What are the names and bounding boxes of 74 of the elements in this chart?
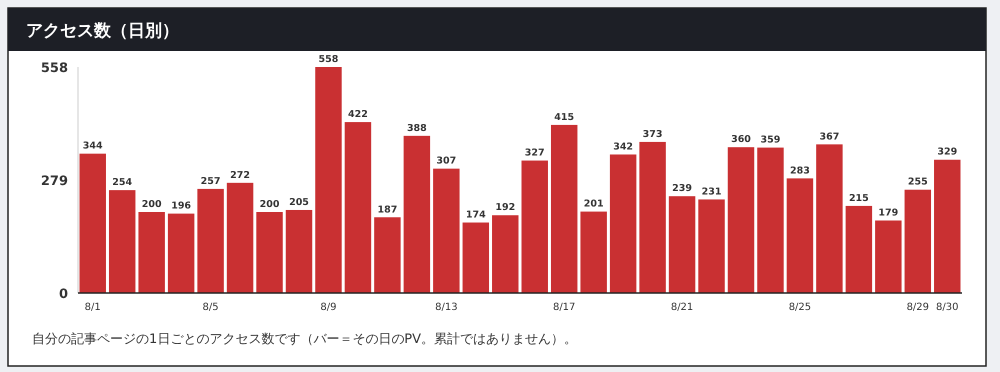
bar [875,220,902,293]
bar [138,212,165,293]
data-label: 205 [289,196,309,208]
data-label: 200 [260,198,280,210]
data-label: 239 [672,183,692,194]
bar [698,199,725,293]
data-label: 192 [495,202,516,214]
bar [404,136,430,293]
bar [580,212,607,293]
bar [315,67,342,293]
data-label: 367 [819,131,840,142]
bar [668,196,696,293]
data-label: 360 [731,134,752,146]
data-label: 201 [584,198,604,210]
y-tick-label: 279 [40,174,68,189]
data-label: 196 [171,200,192,212]
data-label: 415 [554,112,574,123]
data-label: 307 [436,156,456,167]
bar [492,215,518,293]
bar [728,147,754,293]
bar [168,214,194,293]
data-label: 359 [760,134,780,146]
x-tick-label: 8/30 [936,302,958,313]
y-tick-label: 558 [40,61,68,76]
data-label: 558 [318,54,339,65]
data-label: 344 [82,140,104,152]
data-label: 187 [377,204,398,216]
bar [256,212,283,293]
bar [757,148,784,293]
bar [846,206,872,293]
data-label: 255 [908,176,928,188]
bar [344,122,372,293]
bar [197,188,224,293]
bar [522,160,548,293]
data-label: 200 [142,198,162,210]
bar [934,160,960,293]
data-label: 272 [230,170,250,181]
data-label: 329 [937,146,958,158]
data-label: 373 [642,128,663,140]
bar [786,178,814,293]
x-tick-label: 8/1 [84,302,101,313]
data-label: 257 [200,176,221,187]
bar [374,217,401,293]
data-label: 254 [112,177,132,188]
data-label: 388 [406,122,428,134]
data-label: 174 [466,210,486,221]
data-label: 327 [524,148,545,159]
bar [462,222,490,293]
x-tick-label: 8/5 [202,302,219,313]
bar [610,154,636,293]
x-tick-label: 8/25 [788,302,812,313]
data-label: 342 [613,141,634,152]
data-label: 422 [348,109,368,120]
bar [286,210,312,293]
bar [108,190,136,293]
y-tick-label: 0 [58,287,68,302]
data-label: 231 [702,186,722,198]
chart-title: アクセス数（日別） [26,21,179,41]
data-label: 215 [848,192,869,204]
bar [80,154,106,293]
bar [226,182,254,293]
x-tick-label: 8/21 [670,302,694,313]
text: 自分の記事ページの1日ごとのアクセス数です（バー＝その日のPV。累計ではありません）。 [32,332,578,347]
bar [433,168,460,293]
data-label: 179 [878,208,898,218]
x-tick-label: 8/9 [320,302,337,313]
x-tick-label: 8/13 [435,302,458,313]
bar [904,190,932,293]
bar [550,124,578,293]
data-label: 283 [790,165,810,176]
x-tick-label: 8/29 [906,302,930,313]
x-tick-label: 8/17 [552,302,576,313]
bar [639,142,666,293]
bar [816,144,843,293]
